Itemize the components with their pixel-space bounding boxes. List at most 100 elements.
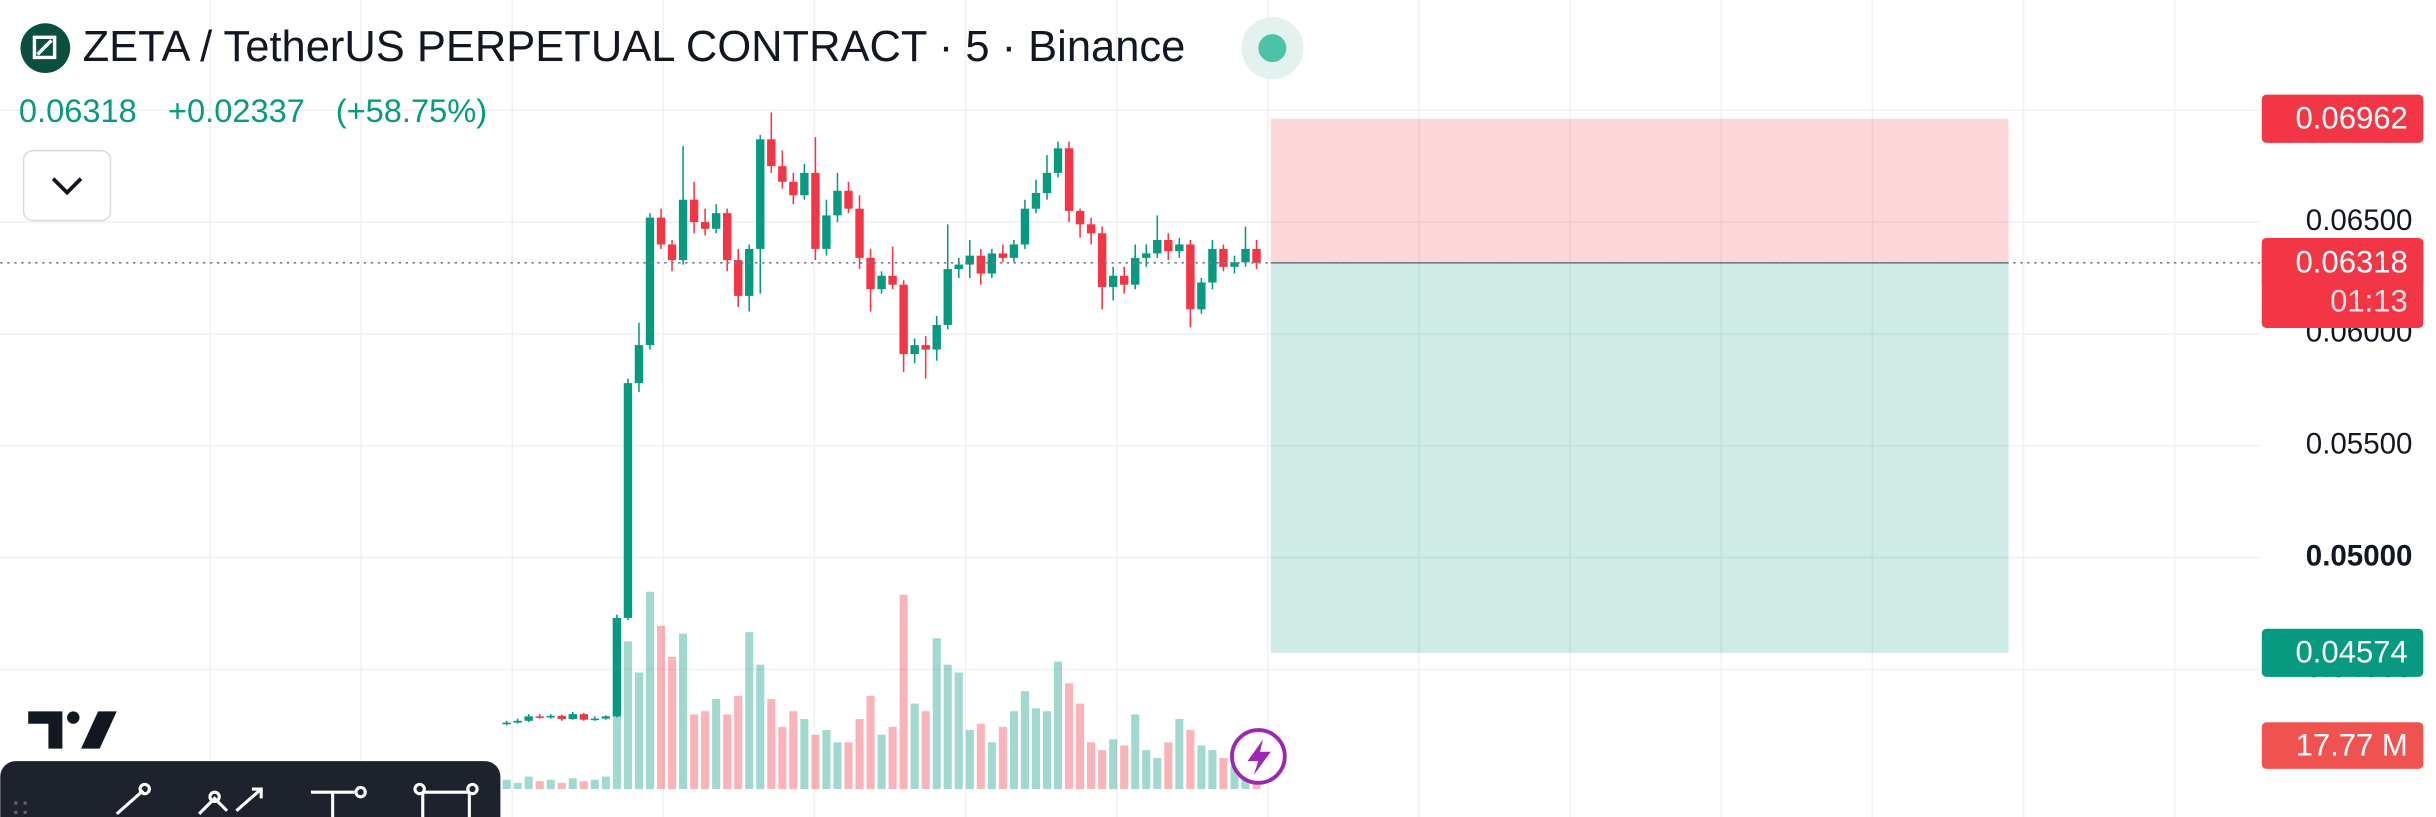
candle-body [1086,224,1096,234]
volume-bar [568,778,577,790]
volume-bar [579,781,588,790]
candle-body [612,617,622,717]
candle-body [634,345,644,384]
grid [0,0,2261,817]
candle-body [1153,239,1162,254]
candle-body [987,253,997,274]
volume-bar [1053,661,1063,790]
horizontal-ray-tool[interactable] [310,790,355,817]
last-price-box [2261,237,2424,329]
volume-bar [877,734,886,790]
volume-bar [1208,750,1217,790]
volume-bar [1142,750,1151,790]
volume-bar [1230,765,1239,790]
candle-body [932,324,941,350]
status-dot [1258,34,1287,63]
volume-bar [800,719,809,790]
volume-bar [1109,739,1118,790]
volume-bar [1219,757,1228,790]
volume-bar [601,776,610,790]
candle-body [1208,248,1217,283]
volume-bar [634,672,643,790]
candle-body [888,275,897,285]
position-stop-zone [1270,118,2009,263]
candle-body [800,172,809,196]
volume-bar [943,664,952,790]
path-tool[interactable] [197,787,263,815]
candle-body [844,190,853,209]
candle-body [756,139,765,249]
volume-bar [844,742,853,790]
volume-bar [888,726,897,790]
candle-body [1064,148,1074,211]
volume-bar [899,594,908,790]
drawing-toolbar [0,761,501,817]
candle-body [1131,257,1140,285]
candle-body [1219,248,1228,267]
candle-body [535,716,544,718]
volume-bar [623,641,632,790]
candle-body [965,255,974,265]
candle-body [678,199,688,261]
volume-bar [965,730,974,790]
candle-body [711,213,721,229]
volume-bar [954,672,963,790]
candle-body [833,190,842,216]
candle-body [998,253,1008,258]
volume-bar [723,714,732,790]
candle-body [1230,262,1239,267]
volume-bar [546,779,555,790]
volume-bar [668,656,677,790]
symbol-logo-icon [32,35,57,60]
candle-body [1241,248,1250,263]
candle-body [667,244,677,261]
candle-body [811,172,820,249]
candle-body [1075,210,1085,225]
candle-body [557,715,566,720]
price-axis: 0.045000.050000.055000.060000.065000.070… [2261,92,2424,769]
candle-body [623,383,633,618]
volume-label-box [2261,722,2424,769]
rectangle-tool[interactable] [421,790,471,817]
candle-body [921,345,930,350]
candle-body [645,217,655,346]
candle-body [1197,282,1206,310]
volume-bar [645,591,655,790]
volume-label-text: 17.77 M [2296,727,2408,762]
candle-body [1252,248,1261,263]
legend-change-pct: (+58.75%) [336,92,487,129]
trend-line-tool[interactable] [115,789,145,816]
candle-body [722,213,732,261]
candle-body [855,208,864,258]
y-tick-label: 0.06500 [2306,204,2413,237]
collapse-button[interactable] [22,149,112,222]
horizontal-ray-tool-dot [354,785,367,799]
volume-bar [502,779,511,790]
candle-body [568,714,577,720]
drag-handle[interactable] [14,801,27,814]
volume-bar [1042,711,1052,790]
rectangle-tool-dot [413,782,426,796]
volume-bar [1153,757,1162,790]
volume-bar [811,734,820,790]
candle-body [579,714,589,720]
volume-bar [1020,691,1029,790]
candle-body [1097,233,1107,287]
candle-body [1164,239,1173,252]
candle-body [767,139,776,167]
volume-bar [1164,742,1173,790]
target-label-box [2261,628,2424,677]
volume-bar [701,711,710,790]
candle-body [943,269,952,325]
trend-line-tool-dot [138,782,151,796]
candle-body [546,715,555,718]
volume-bar [855,719,864,790]
volume-bar [987,742,996,790]
candle-body [513,720,522,723]
candle-body [877,275,886,290]
candle-body [789,181,798,196]
candle-body [524,716,533,721]
volume-bar [932,638,941,790]
